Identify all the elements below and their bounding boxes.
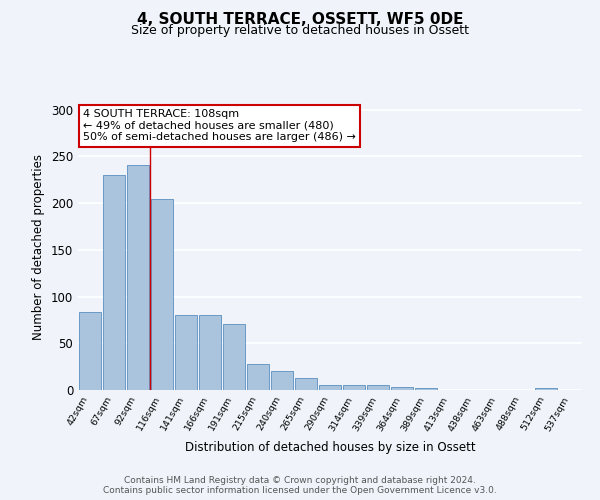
- Bar: [343, 386, 365, 390]
- Bar: [151, 200, 173, 390]
- Bar: [127, 165, 149, 390]
- Bar: [535, 388, 557, 390]
- Y-axis label: Number of detached properties: Number of detached properties: [32, 154, 46, 340]
- Text: Size of property relative to detached houses in Ossett: Size of property relative to detached ho…: [131, 24, 469, 37]
- X-axis label: Distribution of detached houses by size in Ossett: Distribution of detached houses by size …: [185, 441, 475, 454]
- Bar: [199, 315, 221, 390]
- Text: 4 SOUTH TERRACE: 108sqm
← 49% of detached houses are smaller (480)
50% of semi-d: 4 SOUTH TERRACE: 108sqm ← 49% of detache…: [83, 110, 356, 142]
- Bar: [79, 312, 101, 390]
- Bar: [271, 372, 293, 390]
- Bar: [103, 175, 125, 390]
- Bar: [295, 378, 317, 390]
- Bar: [175, 315, 197, 390]
- Text: Contains HM Land Registry data © Crown copyright and database right 2024.
Contai: Contains HM Land Registry data © Crown c…: [103, 476, 497, 495]
- Bar: [319, 386, 341, 390]
- Bar: [223, 324, 245, 390]
- Bar: [415, 388, 437, 390]
- Bar: [391, 387, 413, 390]
- Bar: [247, 364, 269, 390]
- Text: 4, SOUTH TERRACE, OSSETT, WF5 0DE: 4, SOUTH TERRACE, OSSETT, WF5 0DE: [137, 12, 463, 28]
- Bar: [367, 386, 389, 390]
